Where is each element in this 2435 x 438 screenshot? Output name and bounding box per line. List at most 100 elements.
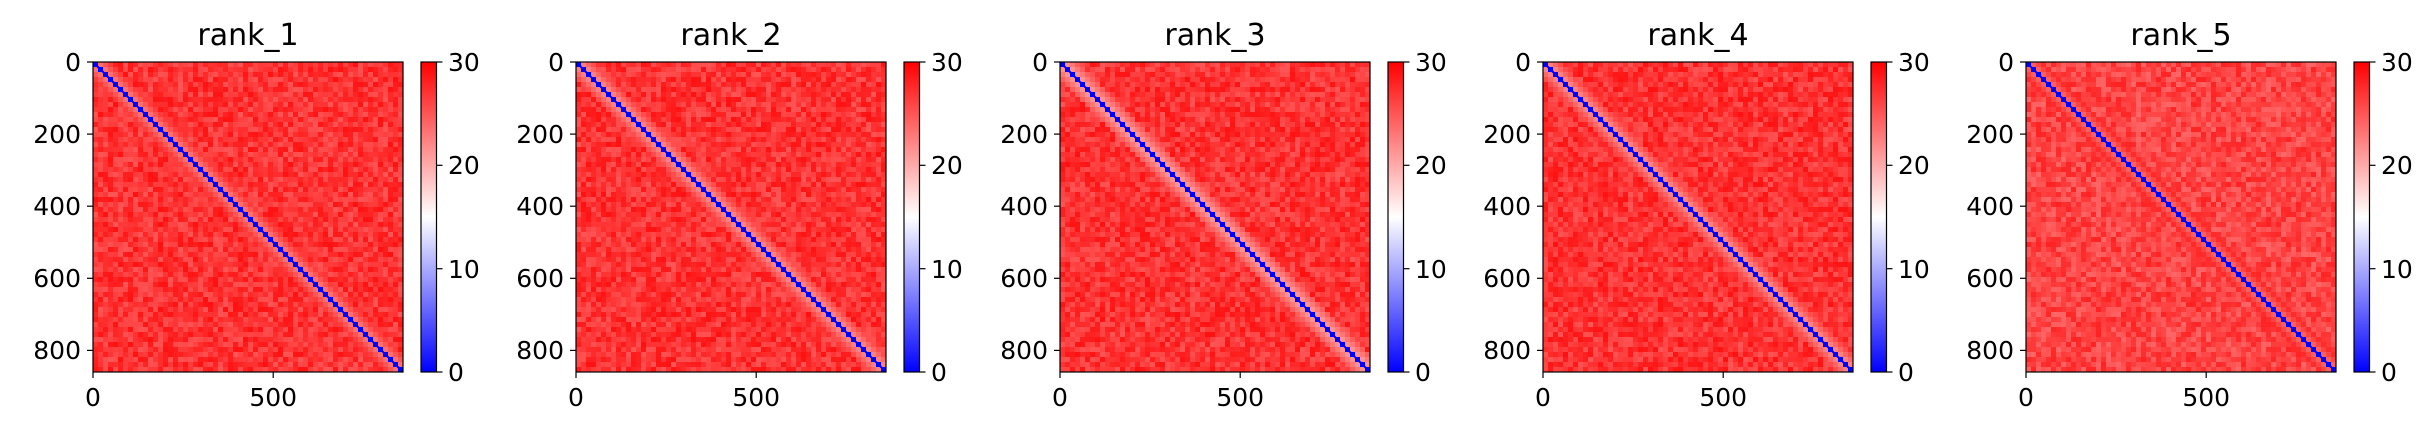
heatmap-cell <box>318 67 324 73</box>
heatmap-cell <box>238 137 244 143</box>
heatmap-cell <box>313 222 319 228</box>
heatmap-cell <box>378 187 384 193</box>
heatmap-cell <box>268 257 274 263</box>
heatmap-cell <box>691 117 697 123</box>
heatmap-cell <box>581 87 587 93</box>
heatmap-cell <box>223 352 229 358</box>
heatmap-cell <box>288 132 294 138</box>
heatmap-cell <box>398 207 404 213</box>
heatmap-cell <box>108 257 114 263</box>
heatmap-cell <box>183 212 189 218</box>
heatmap-cell <box>611 72 617 78</box>
heatmap-cell <box>113 127 119 133</box>
heatmap-cell <box>861 112 867 118</box>
heatmap-cell <box>586 87 592 93</box>
heatmap-cell <box>223 222 229 228</box>
heatmap-cell <box>323 107 329 113</box>
heatmap-cell <box>363 77 369 83</box>
heatmap-cell <box>353 167 359 173</box>
heatmap-cell <box>358 272 364 278</box>
heatmap-cell <box>203 212 209 218</box>
heatmap-cell <box>298 227 304 233</box>
heatmap-cell <box>238 82 244 88</box>
heatmap-cell <box>198 87 204 93</box>
heatmap-cell <box>128 347 134 353</box>
heatmap-cell <box>303 187 309 193</box>
heatmap-cell <box>368 72 374 78</box>
heatmap-cell <box>273 287 279 293</box>
heatmap-cell <box>726 67 732 73</box>
heatmap-cell <box>158 357 164 363</box>
heatmap-cell <box>671 87 677 93</box>
heatmap-cell <box>193 82 199 88</box>
heatmap-cell <box>378 367 384 373</box>
heatmap-cell <box>671 72 677 78</box>
heatmap-cell <box>258 362 264 368</box>
heatmap-cell <box>263 62 269 68</box>
heatmap-cell <box>616 122 622 128</box>
heatmap-cell <box>178 167 184 173</box>
heatmap-cell <box>318 252 324 258</box>
heatmap-cell <box>98 167 104 173</box>
heatmap-cell <box>108 192 114 198</box>
heatmap-cell <box>98 197 104 203</box>
heatmap-cell <box>656 67 662 73</box>
heatmap-cell <box>203 127 209 133</box>
heatmap-cell <box>398 287 404 293</box>
heatmap-cell <box>651 132 657 138</box>
heatmap-cell <box>228 272 234 278</box>
heatmap-cell <box>223 347 229 353</box>
heatmap-cell <box>218 302 224 308</box>
heatmap-cell <box>656 62 662 68</box>
heatmap-cell <box>218 352 224 358</box>
heatmap-cell <box>601 137 607 143</box>
heatmap-cell <box>263 302 269 308</box>
heatmap-cell <box>98 317 104 323</box>
heatmap-cell <box>168 302 174 308</box>
heatmap-cell <box>876 72 882 78</box>
heatmap-cell <box>133 287 139 293</box>
heatmap-cell <box>328 302 334 308</box>
heatmap-cell <box>148 77 154 83</box>
heatmap-cell <box>691 62 697 68</box>
heatmap-cell <box>228 142 234 148</box>
heatmap-cell <box>328 127 334 133</box>
heatmap-cell <box>178 332 184 338</box>
heatmap-cell <box>103 137 109 143</box>
heatmap-cell <box>158 62 164 68</box>
heatmap-cell <box>806 72 812 78</box>
heatmap-cell <box>343 137 349 143</box>
heatmap-cell <box>776 72 782 78</box>
heatmap-cell <box>591 127 597 133</box>
heatmap-cell <box>143 202 149 208</box>
heatmap-cell <box>816 87 822 93</box>
heatmap-cell <box>701 127 707 133</box>
heatmap-cell <box>323 302 329 308</box>
heatmap-cell <box>208 62 214 68</box>
heatmap-cell <box>313 297 319 303</box>
heatmap-cell <box>143 142 149 148</box>
heatmap-cell <box>691 102 697 108</box>
heatmap-cell <box>108 137 114 143</box>
heatmap-cell <box>303 192 309 198</box>
heatmap-cell <box>173 237 179 243</box>
heatmap-cell <box>103 112 109 118</box>
heatmap-cell <box>751 77 757 83</box>
heatmap-cell <box>358 257 364 263</box>
heatmap-cell <box>158 162 164 168</box>
heatmap-cell <box>268 297 274 303</box>
heatmap-cell <box>278 347 284 353</box>
heatmap-cell <box>238 177 244 183</box>
heatmap-cell <box>153 67 159 73</box>
heatmap-cell <box>278 137 284 143</box>
heatmap-cell <box>168 197 174 203</box>
heatmap-cell <box>358 132 364 138</box>
heatmap-cell <box>293 342 299 348</box>
heatmap-cell <box>213 202 219 208</box>
heatmap-cell <box>876 77 882 83</box>
heatmap-cell <box>148 312 154 318</box>
heatmap-cell <box>203 307 209 313</box>
heatmap-cell <box>348 262 354 268</box>
heatmap-cell <box>333 297 339 303</box>
heatmap-cell <box>118 337 124 343</box>
